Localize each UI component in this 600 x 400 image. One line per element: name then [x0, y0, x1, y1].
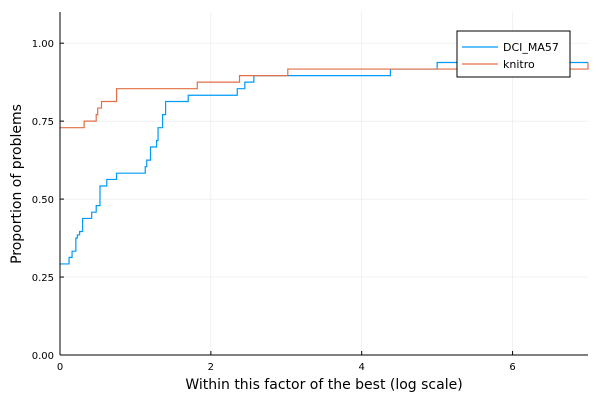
- tick-labels: 0 2 4 6 0.00 0.25 0.50 0.75 1.00: [32, 39, 516, 373]
- y-tick-label: 0.25: [32, 273, 54, 284]
- x-tick-label: 6: [509, 362, 515, 373]
- y-tick-label: 1.00: [32, 39, 54, 50]
- x-tick-label: 0: [57, 362, 63, 373]
- axes: [59, 12, 588, 356]
- y-tick-label: 0.00: [32, 351, 54, 362]
- x-tick-label: 4: [359, 362, 365, 373]
- series-lines: [60, 61, 589, 265]
- series-line-dci-ma57: [60, 61, 588, 265]
- x-axis-label: Within this factor of the best (log scal…: [185, 377, 462, 393]
- y-axis-label: Proportion of problems: [9, 104, 25, 264]
- legend-label-dci-ma57: DCI_MA57: [503, 41, 559, 54]
- series-line-knitro: [60, 62, 589, 129]
- x-tick-label: 2: [208, 362, 214, 373]
- y-tick-label: 0.50: [32, 195, 54, 206]
- legend-box: [456, 30, 571, 78]
- y-tick-label: 0.75: [32, 117, 54, 128]
- legend: DCI_MA57 knitro: [456, 30, 571, 78]
- legend-label-knitro: knitro: [503, 58, 535, 71]
